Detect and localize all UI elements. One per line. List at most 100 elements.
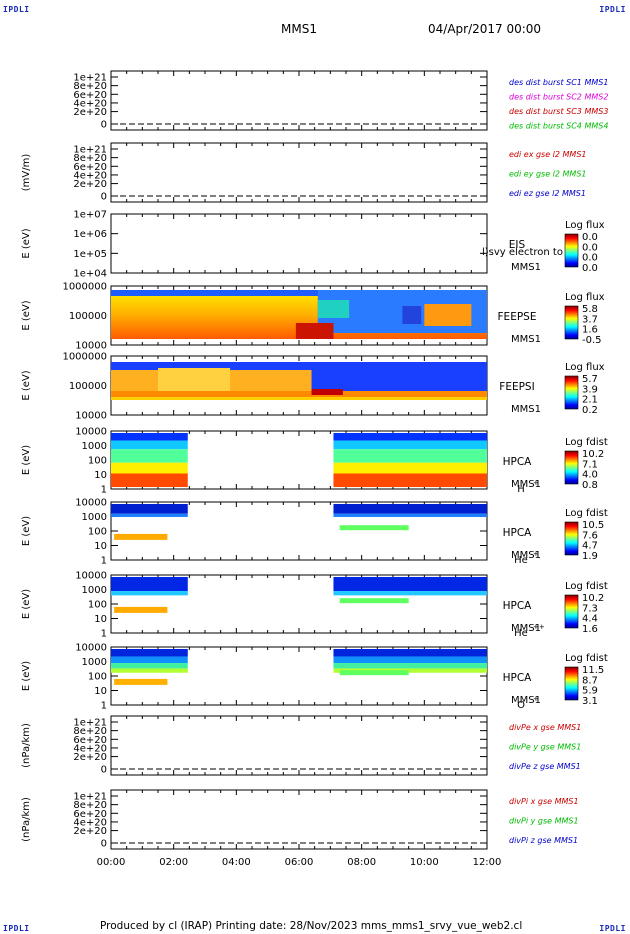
instrument-label: FEEPSE [498, 311, 537, 323]
hpca-he2-sparse-mid [339, 598, 409, 604]
y-tick-label: 1 [101, 556, 107, 567]
y-tick-label: 1 [101, 629, 107, 640]
colorbar-tick-label: 0.2 [582, 405, 598, 416]
hpca-he-band-0-1 [111, 513, 188, 517]
hpca-h-band-0-1 [111, 440, 188, 450]
y-tick-label: 10000 [75, 498, 107, 509]
colorbar [564, 450, 579, 485]
colorbar-tick-label: 0.0 [582, 263, 598, 274]
legend-entry: divPi z gse MMS1 [509, 836, 578, 845]
y-tick-label: 10000 [75, 341, 107, 352]
hpca-o-band-0-2 [111, 663, 188, 669]
y-tick-label: 100 [88, 456, 107, 467]
hpca-o-band-1-2 [333, 663, 487, 669]
y-tick-label: 2e+20 [73, 107, 107, 118]
hpca-he-sparse-low [114, 533, 168, 540]
instrument-sub-label: MMS1 [511, 550, 541, 561]
heatmap-hpca-he2 [111, 577, 487, 613]
species-label: He [514, 628, 528, 639]
colorbar-tick-label: 3.9 [582, 384, 598, 395]
hpca-h-band-1-3 [333, 462, 487, 474]
legend-entry: divPe x gse MMS1 [509, 723, 581, 732]
colorbar-tick-label: 0.0 [582, 242, 598, 253]
y-tick-label: 1000000 [62, 282, 107, 293]
legend-entry: divPi y gse MMS1 [509, 817, 579, 826]
colorbar-tick-label: 0.0 [582, 253, 598, 264]
colorbar-tick-label: 3.7 [582, 314, 598, 325]
panel-feepse: 1000000 100000 10000 E (eV) FEEPSE MMS1 Log fl… [21, 282, 605, 352]
colorbar [564, 666, 579, 701]
y-tick-label: 4e+20 [73, 98, 107, 109]
y-axis-label: E (eV) [21, 370, 32, 400]
y-tick-label: 100 [88, 600, 107, 611]
y-tick-label: 100 [88, 672, 107, 683]
heatmap-hpca-he [111, 504, 487, 540]
legend-entry: des dist burst SC1 MMS1 [509, 78, 608, 87]
colorbar-tick-label: 4.7 [582, 541, 598, 552]
time-tick-label: 02:00 [159, 857, 188, 868]
hpca-h-band-0-4 [111, 473, 188, 487]
hpca-he2-band-1-1 [333, 591, 487, 596]
footer-credits: Produced by cl (IRAP) Printing date: 28/… [100, 920, 523, 932]
time-tick-label: 12:00 [473, 857, 502, 868]
instrument-sub-label: MMS1 [511, 623, 541, 634]
colorbar-tick-label: 7.6 [582, 530, 598, 541]
colorbar-tick-label: 10.2 [582, 593, 604, 604]
colorbar-tick-label: 2.1 [582, 395, 598, 406]
instrument-label: HPCA [503, 672, 533, 684]
panel-eis: 1e+07 1e+06 1e+05 1e+04 E (eV) EIS MMS1 l)svy e… [21, 210, 605, 280]
hpca-o-sparse-low [114, 678, 168, 685]
time-tick-label: 10:00 [410, 857, 439, 868]
colorbar-tick-label: 1.9 [582, 551, 598, 562]
feepse-late-orange [424, 304, 472, 326]
feepsi-hot [158, 368, 231, 393]
y-axis-label: E (eV) [21, 300, 32, 330]
legend-entry: divPe y gse MMS1 [509, 743, 581, 752]
heatmap-feepsi [111, 362, 487, 400]
colorbar [564, 375, 579, 410]
legend-entry: edi ex gse l2 MMS1 [509, 150, 587, 159]
hpca-h-band-1-4 [333, 473, 487, 487]
feepse-cyan-patch [317, 300, 350, 318]
y-tick-label: 4e+20 [73, 817, 107, 828]
colorbar-tick-label: 4.0 [582, 470, 598, 481]
panel-frame-eis [110, 213, 488, 274]
y-tick-label: 4e+20 [73, 170, 107, 181]
colorbar-title: Log fdist [565, 581, 608, 592]
corner-logo-top-left: IPDLI [3, 5, 30, 14]
colorbar-tick-label: -0.5 [582, 335, 602, 346]
time-tick-label: 06:00 [285, 857, 314, 868]
colorbar-tick-label: 3.1 [582, 696, 598, 707]
corner-logo-top-right: IPDLI [599, 5, 626, 14]
hpca-o-band-1-0 [333, 649, 487, 657]
y-tick-label: 1000 [82, 512, 107, 523]
legend-entry: divPe z gse MMS1 [509, 762, 581, 771]
hpca-o-band-1-3 [333, 668, 487, 673]
species-label: O [517, 700, 525, 711]
hpca-h-band-0-2 [111, 449, 188, 463]
colorbar-title: Log flux [565, 362, 605, 373]
colorbar-tick-label: 0.8 [582, 480, 598, 491]
y-tick-label: 1e+21 [73, 145, 107, 156]
colorbar [564, 233, 579, 268]
legend-entry: des dist burst SC4 MMS4 [509, 122, 608, 131]
time-tick-label: 08:00 [347, 857, 376, 868]
hpca-he-band-1-1 [333, 513, 487, 517]
y-tick-label: 6e+20 [73, 162, 107, 173]
y-tick-label: 100 [88, 527, 107, 538]
y-tick-label: 1000 [82, 657, 107, 668]
y-tick-label: 8e+20 [73, 726, 107, 737]
y-tick-label: 2e+20 [73, 179, 107, 190]
panel-frame-divpe [110, 715, 488, 776]
hpca-o-band-0-3 [111, 668, 188, 673]
feepse-top-band [111, 290, 487, 296]
y-tick-label: 0 [101, 120, 107, 131]
y-tick-label: 8e+20 [73, 800, 107, 811]
species-charge: + [533, 695, 539, 703]
heatmap-hpca-h [111, 433, 487, 487]
colorbar-tick-label: 7.1 [582, 459, 598, 470]
